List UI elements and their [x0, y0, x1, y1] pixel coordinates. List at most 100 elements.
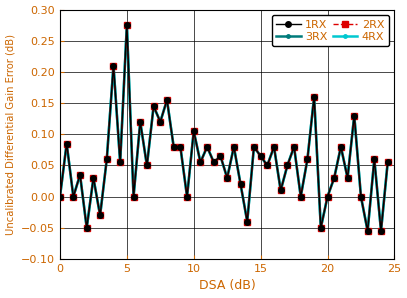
4RX — [151, 104, 156, 108]
3RX — [144, 164, 149, 167]
3RX — [298, 195, 303, 198]
2RX — [258, 154, 263, 158]
2RX — [278, 189, 283, 192]
1RX — [332, 176, 337, 180]
4RX — [158, 120, 163, 124]
1RX — [325, 195, 330, 198]
1RX — [131, 195, 136, 198]
2RX — [325, 195, 330, 198]
4RX — [84, 226, 89, 230]
2RX — [84, 226, 89, 230]
1RX — [158, 120, 163, 124]
1RX — [191, 129, 196, 133]
4RX — [198, 161, 203, 164]
3RX — [131, 195, 136, 198]
4RX — [131, 195, 136, 198]
Y-axis label: Uncalibrated Differential Gain Error (dB): Uncalibrated Differential Gain Error (dB… — [6, 34, 15, 235]
3RX — [339, 145, 344, 149]
4RX — [118, 161, 123, 164]
1RX — [64, 142, 69, 145]
4RX — [365, 229, 370, 233]
2RX — [211, 161, 216, 164]
4RX — [164, 98, 169, 102]
2RX — [252, 145, 256, 149]
Line: 3RX: 3RX — [58, 24, 389, 233]
2RX — [205, 145, 210, 149]
1RX — [198, 161, 203, 164]
2RX — [339, 145, 344, 149]
4RX — [278, 189, 283, 192]
1RX — [365, 229, 370, 233]
3RX — [232, 145, 236, 149]
2RX — [151, 104, 156, 108]
2RX — [164, 98, 169, 102]
3RX — [245, 220, 249, 224]
3RX — [118, 161, 123, 164]
2RX — [352, 114, 357, 117]
4RX — [98, 214, 103, 217]
4RX — [345, 176, 350, 180]
4RX — [64, 142, 69, 145]
3RX — [91, 176, 96, 180]
4RX — [104, 157, 109, 161]
3RX — [211, 161, 216, 164]
2RX — [158, 120, 163, 124]
2RX — [191, 129, 196, 133]
3RX — [285, 164, 290, 167]
1RX — [252, 145, 256, 149]
1RX — [292, 145, 297, 149]
4RX — [232, 145, 236, 149]
2RX — [178, 145, 183, 149]
3RX — [78, 173, 83, 177]
4RX — [352, 114, 357, 117]
4RX — [245, 220, 249, 224]
3RX — [205, 145, 210, 149]
2RX — [111, 64, 116, 67]
Legend: 1RX, 3RX, 2RX, 4RX: 1RX, 3RX, 2RX, 4RX — [272, 15, 389, 46]
Line: 2RX: 2RX — [57, 22, 390, 234]
3RX — [71, 195, 76, 198]
2RX — [144, 164, 149, 167]
2RX — [312, 95, 317, 99]
2RX — [372, 157, 377, 161]
1RX — [171, 145, 176, 149]
1RX — [111, 64, 116, 67]
4RX — [111, 64, 116, 67]
2RX — [332, 176, 337, 180]
Line: 1RX: 1RX — [57, 22, 390, 234]
Line: 4RX: 4RX — [58, 24, 389, 233]
3RX — [171, 145, 176, 149]
4RX — [252, 145, 256, 149]
1RX — [258, 154, 263, 158]
4RX — [205, 145, 210, 149]
1RX — [385, 161, 390, 164]
3RX — [379, 229, 383, 233]
2RX — [131, 195, 136, 198]
4RX — [191, 129, 196, 133]
1RX — [104, 157, 109, 161]
1RX — [185, 195, 190, 198]
4RX — [71, 195, 76, 198]
3RX — [305, 157, 310, 161]
1RX — [345, 176, 350, 180]
2RX — [171, 145, 176, 149]
3RX — [238, 182, 243, 186]
4RX — [211, 161, 216, 164]
2RX — [225, 176, 230, 180]
1RX — [278, 189, 283, 192]
2RX — [138, 120, 143, 124]
2RX — [271, 145, 276, 149]
4RX — [265, 164, 270, 167]
2RX — [305, 157, 310, 161]
3RX — [158, 120, 163, 124]
2RX — [298, 195, 303, 198]
2RX — [379, 229, 383, 233]
4RX — [91, 176, 96, 180]
2RX — [104, 157, 109, 161]
1RX — [339, 145, 344, 149]
1RX — [57, 195, 62, 198]
1RX — [98, 214, 103, 217]
3RX — [185, 195, 190, 198]
1RX — [91, 176, 96, 180]
2RX — [125, 23, 129, 27]
